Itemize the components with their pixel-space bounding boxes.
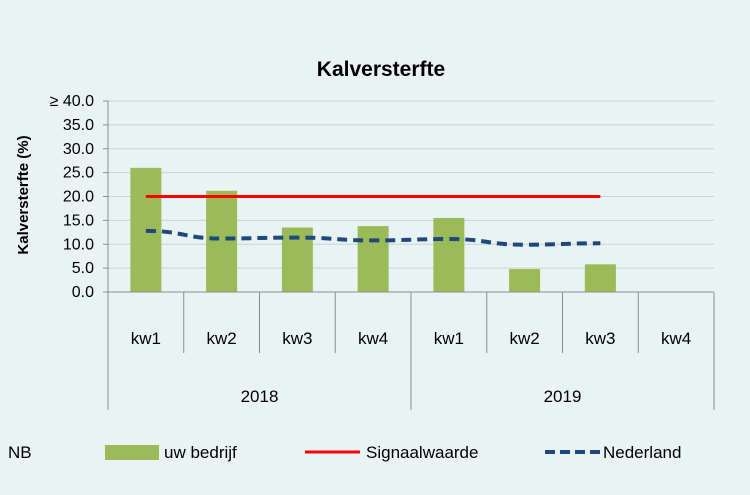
x-group-label: 2018 <box>241 387 279 406</box>
y-tick-label: 15.0 <box>63 212 94 229</box>
line-series <box>145 195 601 247</box>
y-tick-labels: 0.0 5.0 10.0 15.0 20.0 25.0 30.0 35.0 ≥ 40.0 <box>50 93 94 301</box>
y-tick-label: 5.0 <box>72 260 94 277</box>
y-tick-label: 0.0 <box>72 284 94 301</box>
legend-swatch-uw-bedrijf <box>105 445 159 460</box>
y-tick-label: ≥ 40.0 <box>50 93 94 110</box>
y-axis-label: Kalversterfte (%) <box>15 135 32 254</box>
x-category-labels: kw1 kw2 kw3 kw4 kw1 kw2 kw3 kw4 2018 2019 <box>131 329 691 406</box>
x-category-label: kw3 <box>585 329 615 348</box>
x-group-label: 2019 <box>544 387 582 406</box>
line-series-nederland <box>145 228 601 247</box>
bar <box>433 217 465 292</box>
legend-label-nederland: Nederland <box>603 443 681 462</box>
y-tick-label: 30.0 <box>63 141 94 158</box>
legend-prefix: NB <box>8 443 32 462</box>
x-category-label: kw3 <box>282 329 312 348</box>
y-tick-label: 25.0 <box>63 165 94 182</box>
legend-label-signaalwaarde: Signaalwaarde <box>366 443 478 462</box>
gridlines <box>108 100 714 269</box>
x-category-label: kw2 <box>510 329 540 348</box>
x-category-label: kw1 <box>434 329 464 348</box>
bar <box>357 226 389 292</box>
bar <box>509 269 541 292</box>
x-category-label: kw1 <box>131 329 161 348</box>
legend-label-uw-bedrijf: uw bedrijf <box>164 443 237 462</box>
y-tick-label: 10.0 <box>63 236 94 253</box>
legend: NB uw bedrijf Signaalwaarde Nederland <box>8 443 681 462</box>
bar <box>206 190 238 292</box>
x-category-label: kw4 <box>358 329 388 348</box>
axes <box>103 100 715 410</box>
x-category-label: kw4 <box>661 329 691 348</box>
x-category-label: kw2 <box>207 329 237 348</box>
bar-series <box>130 167 616 292</box>
bar <box>584 264 616 292</box>
y-tick-label: 20.0 <box>63 189 94 206</box>
y-tick-label: 35.0 <box>63 117 94 134</box>
chart-title: Kalversterfte <box>317 58 445 81</box>
